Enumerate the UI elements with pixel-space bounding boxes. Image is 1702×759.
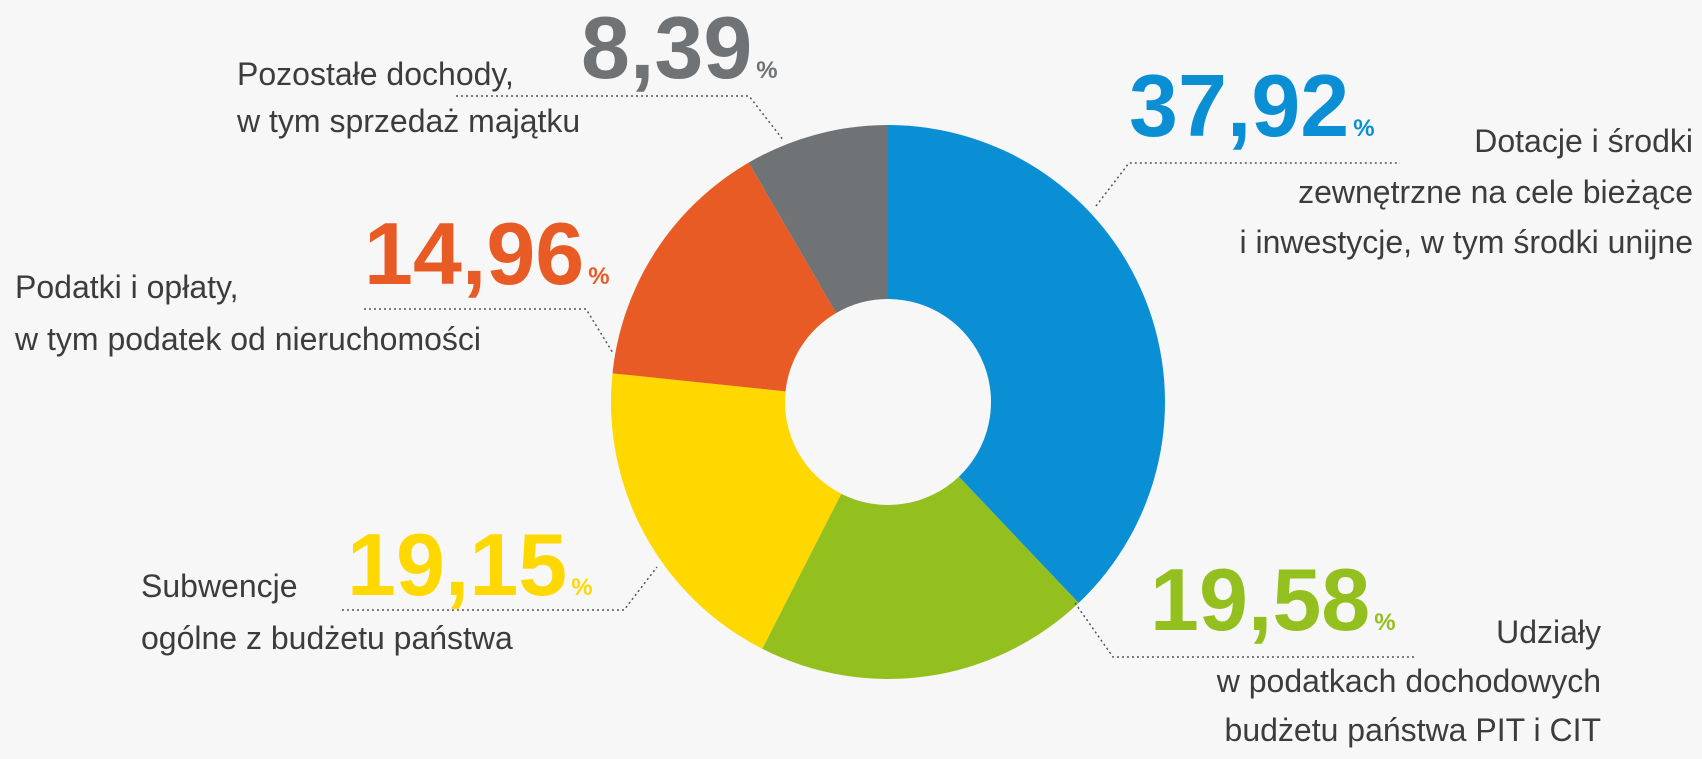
category-label: i inwestycje, w tym środki unijne	[1240, 224, 1693, 260]
value-unit: %	[1374, 609, 1395, 636]
chart: 37,92% Dotacje i środki zewnętrzne na cele…	[0, 0, 1702, 759]
category-label: budżetu państwa PIT i CIT	[1225, 712, 1601, 748]
value-unit: %	[571, 574, 592, 601]
value-label: 37,92	[1129, 56, 1349, 155]
value-label: 8,39	[581, 0, 752, 97]
category-label: Dotacje i środki	[1474, 123, 1693, 159]
category-label: Subwencje	[141, 568, 298, 604]
category-label: w tym sprzedaż majątku	[236, 103, 580, 139]
value-unit: %	[756, 57, 777, 84]
category-label: Pozostałe dochody,	[237, 56, 514, 92]
category-label: w tym podatek od nieruchomości	[14, 321, 481, 357]
category-label: ogólne z budżetu państwa	[141, 620, 513, 656]
category-label: Udziały	[1496, 614, 1601, 650]
value-label: 14,96	[364, 204, 584, 303]
category-label: Podatki i opłaty,	[15, 269, 239, 305]
value-label: 19,58	[1150, 550, 1370, 649]
category-label: w podatkach dochodowych	[1216, 663, 1601, 699]
value-unit: %	[588, 263, 609, 290]
value-label: 19,15	[347, 515, 567, 614]
value-unit: %	[1353, 115, 1374, 142]
category-label: zewnętrzne na cele bieżące	[1298, 174, 1693, 210]
